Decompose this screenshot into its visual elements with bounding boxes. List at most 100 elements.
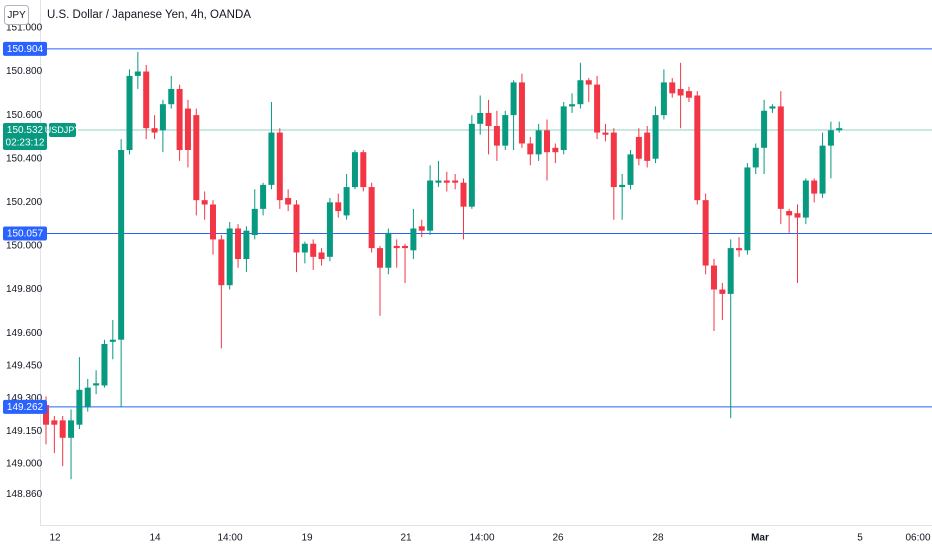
candle-body xyxy=(68,420,75,438)
candle-body xyxy=(101,344,108,386)
candle-body xyxy=(210,204,216,240)
candle-body xyxy=(660,82,667,116)
candle-body xyxy=(310,243,317,257)
y-tick-label: 149.450 xyxy=(6,360,43,371)
candle-body xyxy=(644,132,651,161)
price-axis: 151.000 150.800 150.600 150.400 150.200 150.0… xyxy=(6,23,931,544)
candle-body xyxy=(368,187,375,249)
candle-body xyxy=(418,226,425,231)
candle-body xyxy=(577,80,584,105)
x-tick-label: 14:00 xyxy=(217,533,242,544)
candle-body xyxy=(694,95,701,201)
x-tick-label: 28 xyxy=(652,533,664,544)
y-tick-label: 150.400 xyxy=(6,153,43,164)
candle-body xyxy=(109,339,116,342)
x-tick-label: 06:00 xyxy=(905,533,930,544)
candle-body xyxy=(351,152,358,188)
x-tick-label: 26 xyxy=(552,533,564,544)
candle-body xyxy=(677,88,684,96)
countdown: 02:23:12 xyxy=(6,138,45,149)
x-tick-label: 12 xyxy=(49,533,61,544)
candle-body xyxy=(477,112,484,124)
candle-body xyxy=(335,202,342,212)
candle-body xyxy=(84,387,91,408)
y-tick-label: 149.300 xyxy=(6,393,43,404)
y-tick-label: 149.000 xyxy=(6,459,43,470)
candle-body xyxy=(43,405,49,425)
candle-body xyxy=(535,130,542,155)
candle-body xyxy=(794,213,801,218)
price-line-label: 150.904 xyxy=(7,44,44,55)
x-tick-label: 21 xyxy=(400,533,412,544)
currency: JPY xyxy=(7,10,26,21)
candle-body xyxy=(502,115,509,146)
candle-body xyxy=(777,106,784,209)
candle-body xyxy=(719,289,726,294)
y-tick-label: 149.600 xyxy=(6,328,43,339)
y-tick-label: 150.000 xyxy=(6,241,43,252)
x-tick-label: 14:00 xyxy=(469,533,494,544)
candle-body xyxy=(260,184,267,209)
x-tick-label: Mar xyxy=(751,533,769,544)
candle-body xyxy=(285,197,292,205)
candle-body xyxy=(527,143,534,155)
price-line-label: 150.057 xyxy=(7,229,44,240)
candle-body xyxy=(235,228,242,260)
candle-body xyxy=(151,128,158,133)
symbol-label: USDJPY xyxy=(45,125,81,135)
candle-body xyxy=(393,245,400,249)
candle-body xyxy=(761,110,768,148)
candle-body xyxy=(786,211,793,216)
candle-body xyxy=(201,200,208,205)
x-tick-label: 19 xyxy=(301,533,313,544)
candle-body xyxy=(485,112,492,127)
candle-body xyxy=(134,71,141,76)
candle-body xyxy=(669,82,676,94)
candle-body xyxy=(377,248,383,268)
candle-body xyxy=(301,243,308,253)
candle-body xyxy=(193,115,200,201)
candle-body xyxy=(518,82,525,144)
candle-body xyxy=(268,132,275,185)
candle-body xyxy=(168,88,175,105)
candle-body xyxy=(435,180,442,183)
y-tick-label: 149.150 xyxy=(6,426,43,437)
candle-body xyxy=(276,132,283,201)
candle-body xyxy=(627,154,634,185)
candle-body xyxy=(727,248,734,294)
price-line-label-box xyxy=(3,41,47,56)
price-line-label-box xyxy=(3,226,47,241)
candle-body xyxy=(635,136,642,159)
y-tick-label: 150.200 xyxy=(6,197,43,208)
candle-body xyxy=(544,130,550,153)
candle-body xyxy=(752,147,759,168)
candle-body xyxy=(468,123,475,207)
candle-body xyxy=(343,187,350,216)
candle-body xyxy=(452,180,459,183)
x-tick-label: 5 xyxy=(857,533,863,544)
candle-body xyxy=(610,132,617,188)
candle-body xyxy=(443,180,450,183)
candle-body xyxy=(226,228,233,286)
y-tick-label: 151.000 xyxy=(6,23,43,34)
candle-body xyxy=(76,389,83,425)
candle-body xyxy=(802,180,809,218)
candle-body xyxy=(293,204,300,253)
candle-body xyxy=(510,82,517,116)
candle-body xyxy=(402,245,409,249)
candle-body xyxy=(736,248,743,251)
currency-box[interactable] xyxy=(4,5,29,25)
chart-title: U.S. Dollar / Japanese Yen, 4h, OANDA xyxy=(47,9,251,21)
candle-body xyxy=(811,180,818,194)
y-tick-label: 150.600 xyxy=(6,110,43,121)
candle-body xyxy=(318,252,325,260)
candle-body xyxy=(385,232,392,268)
symbol-box xyxy=(49,122,76,137)
candle-body xyxy=(827,130,834,146)
price-labels: 150.904 150.057 149.262 150.532 02:23:12USDJ… xyxy=(3,41,81,414)
candle-body xyxy=(143,71,150,129)
candle-body xyxy=(702,200,709,266)
candle-body xyxy=(619,184,626,188)
